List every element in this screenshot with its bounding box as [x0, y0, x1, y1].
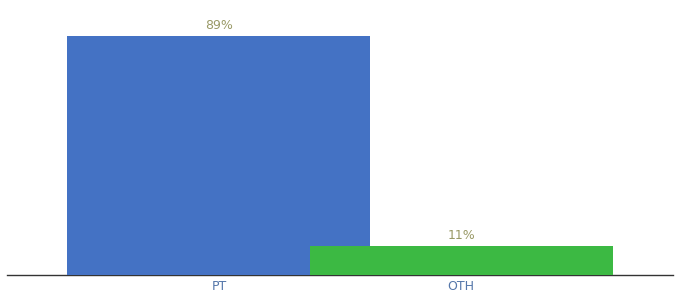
- Text: 11%: 11%: [447, 229, 475, 242]
- Bar: [309, 246, 613, 275]
- Text: 89%: 89%: [205, 20, 233, 32]
- Bar: [67, 37, 371, 275]
